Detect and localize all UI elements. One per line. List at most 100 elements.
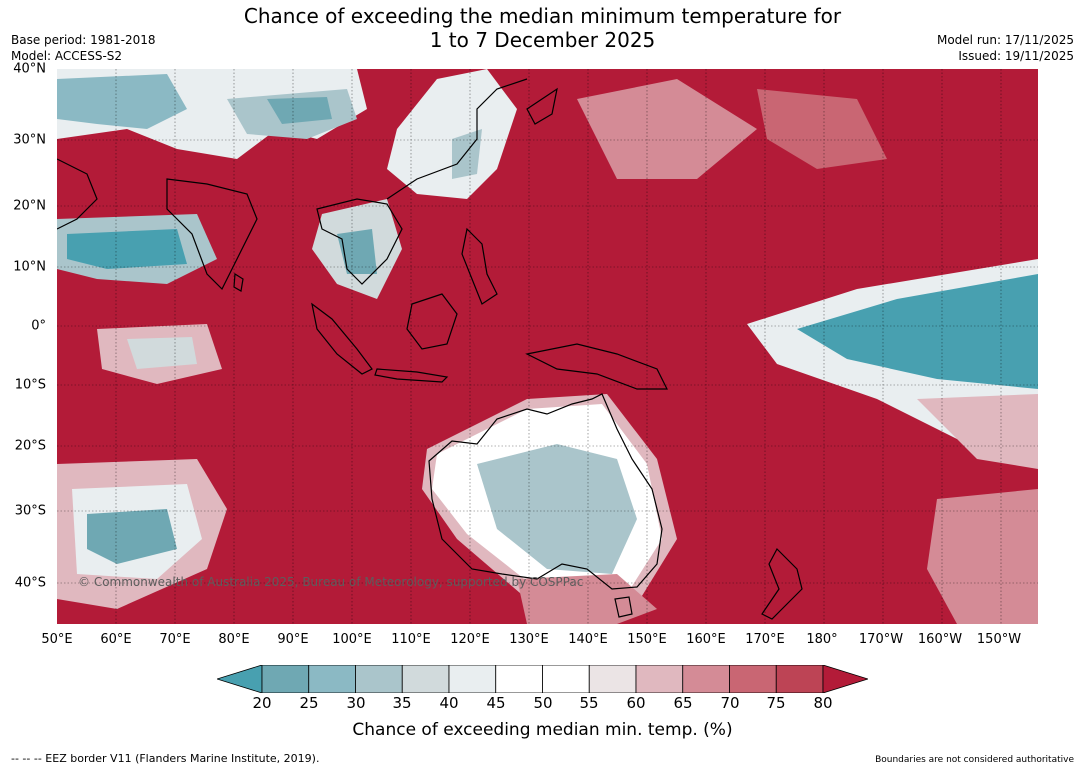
colorbar-bin	[355, 665, 403, 693]
lon-label-70e: 70°E	[159, 632, 191, 647]
model-text: Model: ACCESS-S2	[11, 49, 123, 63]
colorbar-label: Chance of exceeding median min. temp. (%…	[352, 720, 733, 740]
region-south-pacific	[927, 489, 1038, 624]
lon-label-50e: 50°E	[41, 632, 73, 647]
colorbar-bin	[682, 665, 730, 693]
colorbar	[217, 665, 868, 693]
lon-label-80e: 80°E	[218, 632, 250, 647]
colorbar-tick-25: 25	[299, 694, 319, 712]
probability-map	[57, 69, 1038, 624]
coast-china	[386, 78, 528, 200]
coast-sri-lanka	[233, 272, 244, 292]
coast-tasmania	[614, 596, 633, 618]
lon-label-170e: 170°E	[745, 632, 785, 647]
lon-label-150w: 150°W	[976, 632, 1022, 647]
colorbar-bin	[775, 665, 824, 693]
lat-label-20n: 20°N	[13, 198, 46, 214]
coast-indochina	[316, 198, 403, 285]
colorbar-tick-45: 45	[486, 694, 506, 712]
coast-sumatra	[311, 302, 373, 375]
colorbar-tick-30: 30	[346, 694, 366, 712]
lat-label-10n: 10°N	[13, 259, 46, 275]
probability-regions	[57, 69, 1038, 624]
colorbar-bin	[635, 665, 684, 693]
colorbar-over-triangle	[822, 665, 868, 693]
region-south-indian-blue	[87, 509, 177, 564]
colorbar-tick-55: 55	[579, 694, 599, 712]
lon-label-120e: 120°E	[450, 632, 490, 647]
lon-label-170w: 170°W	[858, 632, 904, 647]
region-north-pacific	[577, 79, 757, 179]
coast-australia	[428, 393, 663, 590]
lat-label-40n: 40°N	[13, 61, 46, 77]
lon-label-110e: 110°E	[391, 632, 431, 647]
lon-label-130e: 130°E	[509, 632, 549, 647]
colorbar-tick-75: 75	[766, 694, 786, 712]
colorbar-under-triangle	[217, 665, 263, 693]
lon-label-160w: 160°W	[917, 632, 963, 647]
issued-text: Issued: 19/11/2025	[958, 49, 1074, 63]
colorbar-tick-50: 50	[533, 694, 553, 712]
lon-label-140e: 140°E	[568, 632, 608, 647]
region-pacific-tongue	[797, 274, 1038, 389]
colorbar-tick-40: 40	[439, 694, 459, 712]
coast-india	[166, 178, 258, 291]
eez-border-note: -- -- -- EEZ border V11 (Flanders Marine…	[11, 752, 320, 765]
region-tibet-core	[267, 97, 332, 124]
coast-new-guinea	[525, 343, 668, 390]
region-north-pacific-2	[757, 89, 887, 169]
colorbar-tick-20: 20	[252, 694, 272, 712]
lat-label-30s: 30°S	[14, 503, 46, 519]
colorbar-bin	[542, 665, 590, 693]
graticule	[57, 69, 1038, 624]
coastlines	[57, 78, 803, 620]
colorbar-tick-80: 80	[813, 694, 833, 712]
coast-japan	[526, 87, 558, 125]
coast-borneo	[406, 293, 458, 350]
colorbar-tick-60: 60	[626, 694, 646, 712]
model-run-text: Model run: 17/11/2025	[936, 33, 1074, 47]
copyright-text: © Commonwealth of Australia 2025, Bureau…	[78, 575, 584, 589]
colorbar-bin	[401, 665, 450, 693]
lat-label-0: 0°	[31, 318, 46, 334]
coast-arabia	[57, 158, 98, 230]
colorbar-bin	[261, 665, 310, 693]
lat-label-20s: 20°S	[14, 438, 46, 454]
lat-label-10s: 10°S	[14, 377, 46, 393]
region-indochina-blue	[337, 229, 377, 274]
coast-new-zealand	[761, 548, 803, 620]
region-indian-eq-core	[127, 337, 197, 369]
meta-right: Model run: 17/11/2025 Issued: 19/11/2025	[937, 32, 1074, 64]
colorbar-tick-65: 65	[673, 694, 693, 712]
region-australia-blue	[477, 444, 637, 574]
colorbar-tick-35: 35	[392, 694, 412, 712]
colorbar-bin	[729, 665, 777, 693]
region-tasman	[517, 574, 657, 624]
lat-label-30n: 30°N	[13, 132, 46, 148]
lon-label-90e: 90°E	[277, 632, 309, 647]
lat-label-40s: 40°S	[14, 575, 46, 591]
lon-label-150e: 150°E	[627, 632, 667, 647]
lon-label-160e: 160°E	[686, 632, 726, 647]
colorbar-bin	[308, 665, 356, 693]
region-arabian-sea-core	[67, 229, 187, 269]
colorbar-bin	[448, 665, 497, 693]
base-period-text: Base period: 1981-2018	[11, 33, 156, 47]
region-se-pacific	[917, 394, 1038, 469]
lon-label-100e: 100°E	[332, 632, 372, 647]
region-central-asia-blue	[57, 74, 187, 129]
lon-label-60e: 60°E	[100, 632, 132, 647]
colorbar-bin	[588, 665, 637, 693]
colorbar-tick-70: 70	[720, 694, 740, 712]
colorbar-bin	[495, 665, 543, 693]
map-svg	[57, 69, 1038, 624]
colorbar-bins	[217, 665, 868, 693]
map-title-line-1: Chance of exceeding the median minimum t…	[243, 4, 842, 28]
coast-philippines	[461, 227, 498, 305]
coast-java	[374, 368, 449, 383]
meta-left: Base period: 1981-2018 Model: ACCESS-S2	[11, 32, 156, 64]
boundary-disclaimer: Boundaries are not considered authoritat…	[875, 755, 1074, 765]
map-title: Chance of exceeding the median minimum t…	[0, 4, 1085, 52]
map-title-line-2: 1 to 7 December 2025	[429, 28, 656, 52]
lon-label-180: 180°	[806, 632, 838, 647]
